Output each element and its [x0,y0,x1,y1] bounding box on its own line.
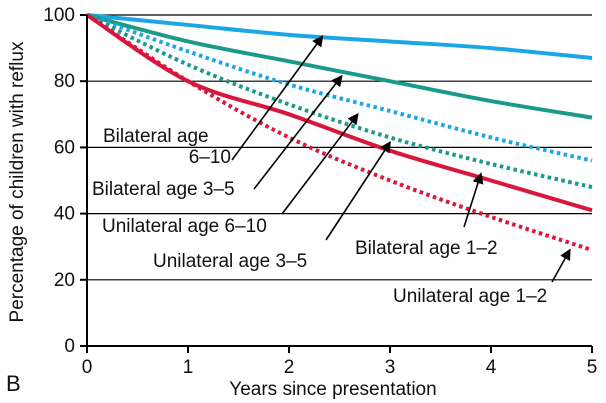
annotation-arrow-unilateral-3-5 [325,141,391,241]
series-line-4 [86,13,593,190]
annotation-arrow-unilateral-6-10 [281,112,359,215]
annotation-label-unilateral-3-5: Unilateral age 3–5 [153,251,307,272]
annotation-label-bilateral-6-10: Bilateral age [103,126,209,147]
annotation-arrow-bilateral-3-5 [253,74,343,190]
x-tick-label: 1 [183,357,194,378]
x-tick-label: 4 [486,357,497,378]
x-tick-label: 0 [82,357,93,378]
annotation-label-bilateral-1-2: Bilateral age 1–2 [355,238,498,259]
x-tick-label: 2 [284,357,295,378]
series-line-3 [86,13,593,163]
y-axis-title: Percentage of children with reflux [7,41,28,322]
annotation-label-bilateral-6-10: 6–10 [189,147,231,168]
series-line-6 [85,13,593,252]
annotation-label-bilateral-3-5: Bilateral age 3–5 [92,179,235,200]
annotation-arrow-unilateral-1-2 [551,248,571,283]
y-tick-label: 20 [54,270,75,291]
x-tick-label: 3 [385,357,396,378]
y-tick-label: 60 [54,137,75,158]
annotation-arrow-bilateral-6-10 [231,35,324,161]
y-tick-label: 0 [64,336,75,357]
series-lines [85,13,593,252]
y-tick-label: 40 [54,204,75,225]
series-line-1 [86,13,593,61]
grid-lines [87,14,592,281]
y-tick-label: 100 [43,5,75,26]
annotation-label-unilateral-6-10: Unilateral age 6–10 [102,216,267,237]
series-line-2 [86,13,593,120]
axes [80,14,593,353]
annotation-label-unilateral-1-2: Unilateral age 1–2 [393,286,547,307]
x-axis-title: Years since presentation [229,379,436,400]
panel-label: B [6,371,21,396]
tick-labels: 0 20 40 60 80 100 0 1 2 3 4 5 [43,5,597,378]
x-tick-label: 5 [587,357,598,378]
y-tick-label: 80 [54,71,75,92]
annotation-arrow-bilateral-1-2 [463,172,484,228]
